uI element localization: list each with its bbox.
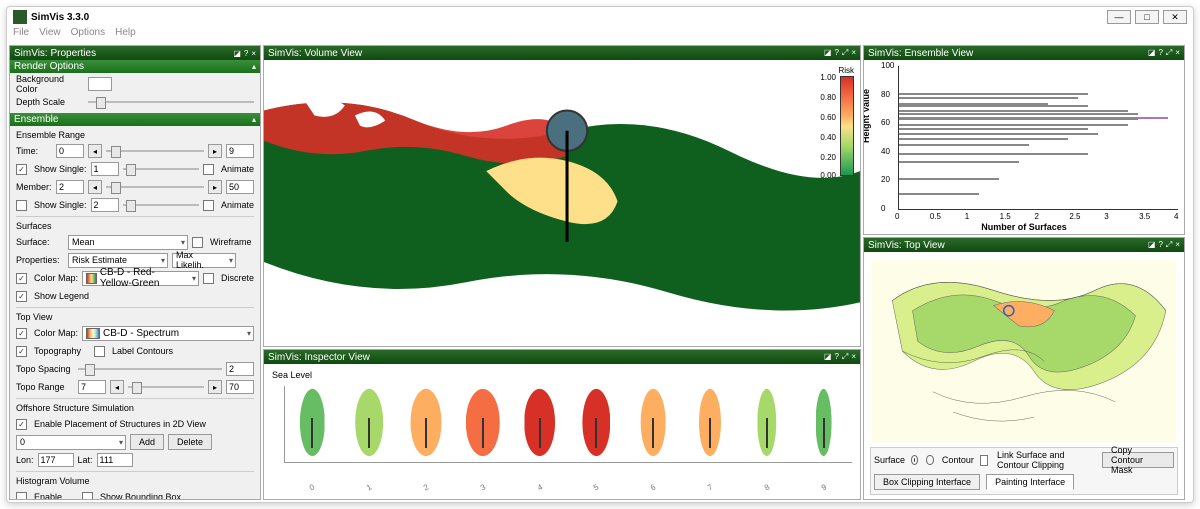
topo-range-slider[interactable] xyxy=(128,380,204,394)
tv-cmap-select[interactable]: CB-D - Spectrum xyxy=(82,326,254,341)
depth-label: Depth Scale xyxy=(16,97,84,107)
link-check[interactable] xyxy=(980,455,988,466)
titlebar: SimVis 3.3.0 — □ ✕ xyxy=(7,7,1193,27)
hist-enable-check[interactable] xyxy=(16,492,27,500)
label-contours-check[interactable] xyxy=(94,346,105,357)
top-view-panel: SimVis: Top View◪?⤢× xyxy=(863,237,1185,500)
tv-cmap-check[interactable] xyxy=(16,328,27,339)
inspector-canvas[interactable]: Sea Level 0123456789 xyxy=(264,364,860,499)
menubar: File View Options Help xyxy=(7,27,1193,43)
topo-check[interactable] xyxy=(16,346,27,357)
member-hi[interactable]: 50 xyxy=(226,180,254,194)
contour-radio[interactable] xyxy=(926,455,933,465)
surface-select[interactable]: Mean xyxy=(68,235,188,250)
spacing-slider[interactable] xyxy=(78,362,222,376)
step-up-icon[interactable]: ▸ xyxy=(208,144,222,158)
show-single-time-check[interactable] xyxy=(16,164,27,175)
app-window: SimVis 3.3.0 — □ ✕ File View Options Hel… xyxy=(6,6,1194,503)
undock-icon[interactable]: ◪ xyxy=(233,49,241,58)
copy-mask-button[interactable]: Copy Contour Mask xyxy=(1102,452,1174,468)
risk-legend: Risk 1.00 0.80 0.60 0.40 0.20 0.00 xyxy=(818,66,854,176)
ensemble-header[interactable]: Ensemble▴ xyxy=(10,113,260,126)
close-button[interactable]: ✕ xyxy=(1163,10,1187,24)
single-time[interactable]: 1 xyxy=(91,162,119,176)
volume-canvas[interactable]: Risk 1.00 0.80 0.60 0.40 0.20 0.00 xyxy=(264,60,860,346)
minimize-button[interactable]: — xyxy=(1107,10,1131,24)
volume-view-panel: SimVis: Volume View◪?⤢× xyxy=(263,45,861,347)
menu-file[interactable]: File xyxy=(13,27,29,43)
bbox-check[interactable] xyxy=(82,492,93,500)
delete-button[interactable]: Delete xyxy=(168,434,212,450)
maximize-button[interactable]: □ xyxy=(1135,10,1159,24)
topview-canvas[interactable]: Surface Contour Link Surface and Contour… xyxy=(864,252,1184,499)
menu-help[interactable]: Help xyxy=(115,27,136,43)
app-title: SimVis 3.3.0 xyxy=(31,12,89,23)
structure-select[interactable]: 0 xyxy=(16,435,126,450)
legend-check[interactable] xyxy=(16,291,27,302)
offshore-enable-check[interactable] xyxy=(16,419,27,430)
undock-icon[interactable]: ⤢ xyxy=(842,48,848,58)
ensemble-view-panel: SimVis: Ensemble View◪?⤢× Height Value N… xyxy=(863,45,1185,235)
bg-color-swatch[interactable] xyxy=(88,77,112,91)
inspector-panel: SimVis: Inspector View◪?⤢× Sea Level 012… xyxy=(263,349,861,500)
surfaces-label: Surfaces xyxy=(16,219,254,233)
cmap-select[interactable]: CB-D - Red-Yellow-Green xyxy=(82,271,199,286)
discrete-check[interactable] xyxy=(203,273,214,284)
wireframe-check[interactable] xyxy=(192,237,203,248)
animate-time-check[interactable] xyxy=(203,164,214,175)
member-slider[interactable] xyxy=(106,180,204,194)
animate-member-check[interactable] xyxy=(203,200,214,211)
tab-box-clipping[interactable]: Box Clipping Interface xyxy=(874,474,980,490)
time-hi[interactable]: 9 xyxy=(226,144,254,158)
surface-radio[interactable] xyxy=(911,455,918,465)
member-lo[interactable]: 2 xyxy=(56,180,84,194)
lon-field[interactable]: 177 xyxy=(38,453,74,467)
menu-view[interactable]: View xyxy=(39,27,61,43)
show-single-member-check[interactable] xyxy=(16,200,27,211)
ensemble-range-label: Ensemble Range xyxy=(16,128,254,142)
ensemble-chart[interactable]: Height Value Number of Surfaces 02040608… xyxy=(864,60,1184,234)
topview-label: Top View xyxy=(16,310,254,324)
depth-slider[interactable] xyxy=(88,95,254,109)
menu-options[interactable]: Options xyxy=(71,27,105,43)
time-lo[interactable]: 0 xyxy=(56,144,84,158)
add-button[interactable]: Add xyxy=(130,434,164,450)
panel-title: SimVis: Properties xyxy=(14,48,96,59)
panel-close-icon[interactable]: × xyxy=(251,49,256,58)
app-icon xyxy=(13,10,27,24)
render-options-header[interactable]: Render Options▴ xyxy=(10,60,260,73)
props-select[interactable]: Risk Estimate xyxy=(68,253,168,268)
lat-field[interactable]: 111 xyxy=(97,453,133,467)
props-mode-select[interactable]: Max Likelih. xyxy=(172,253,236,268)
step-down-icon[interactable]: ◂ xyxy=(88,144,102,158)
bg-color-label: Background Color xyxy=(16,74,84,94)
topview-controls: Surface Contour Link Surface and Contour… xyxy=(870,447,1178,495)
config-icon[interactable]: ◪ xyxy=(824,48,832,58)
tab-painting[interactable]: Painting Interface xyxy=(986,474,1074,490)
histogram-label: Histogram Volume xyxy=(16,474,254,488)
help-icon[interactable]: ? xyxy=(244,49,248,58)
single-time-slider[interactable] xyxy=(123,162,199,176)
offshore-label: Offshore Structure Simulation xyxy=(16,401,254,415)
properties-panel: SimVis: Properties ◪?× Render Options▴ B… xyxy=(9,45,261,500)
time-slider[interactable] xyxy=(106,144,204,158)
colormap-check[interactable] xyxy=(16,273,27,284)
